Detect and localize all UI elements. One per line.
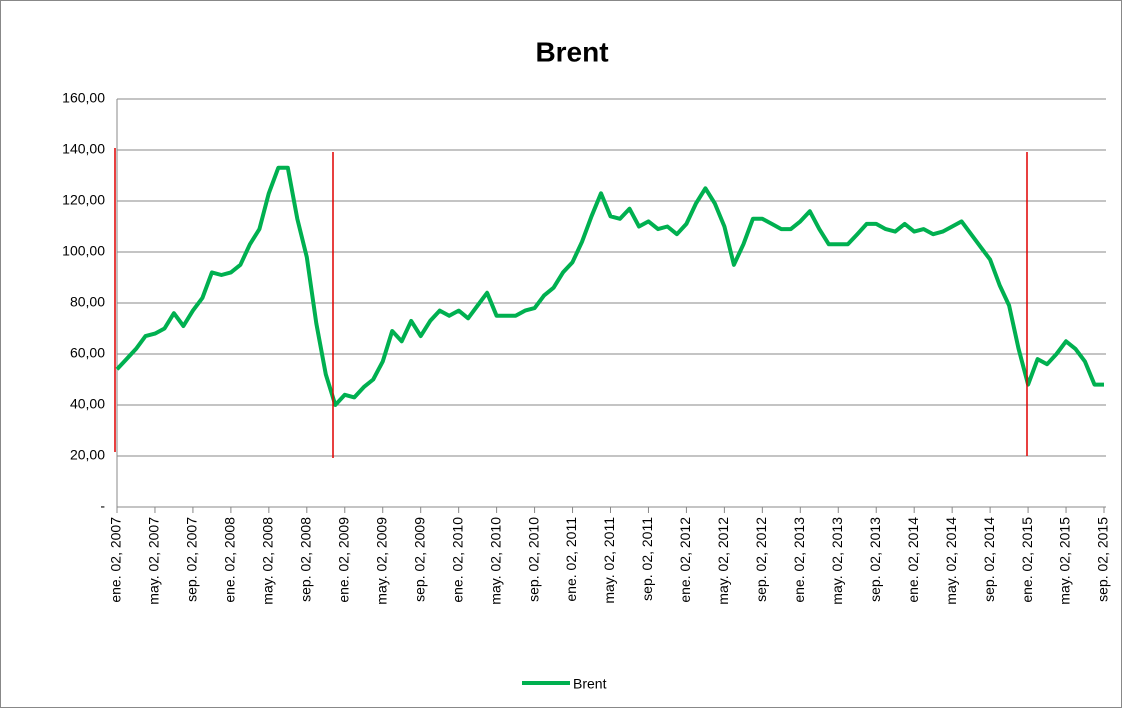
x-tick-label: ene. 02, 2009 (335, 517, 351, 603)
x-tick-label: sep. 02, 2008 (298, 517, 314, 602)
x-tick-label: may. 02, 2007 (146, 517, 162, 605)
y-tick-label: 40,00 (70, 396, 105, 412)
y-tick-label: 100,00 (62, 243, 105, 259)
x-tick-label: ene. 02, 2011 (563, 517, 579, 602)
y-tick-label: 140,00 (62, 141, 105, 157)
x-tick-label: ene. 02, 2014 (905, 517, 921, 603)
y-tick-label: 160,00 (62, 90, 105, 106)
y-tick-label: 20,00 (70, 447, 105, 463)
x-tick-label: ene. 02, 2008 (222, 517, 238, 603)
x-tick-label: ene. 02, 2015 (1019, 517, 1035, 603)
y-tick-label: 120,00 (62, 192, 105, 208)
x-tick-label: may. 02, 2013 (829, 517, 845, 605)
x-tick-label: may. 02, 2009 (373, 517, 389, 605)
y-tick-label: - (100, 498, 105, 514)
x-tick-label: may. 02, 2012 (715, 517, 731, 605)
x-tick-label: ene. 02, 2012 (677, 517, 693, 603)
x-tick-label: may. 02, 2008 (260, 517, 276, 605)
y-tick-label: 80,00 (70, 294, 105, 310)
x-tick-label: ene. 02, 2007 (108, 517, 124, 603)
y-tick-label: 60,00 (70, 345, 105, 361)
line (115, 165, 1104, 407)
x-tick-label: may. 02, 2015 (1057, 517, 1073, 605)
x-tick-label: may. 02, 2010 (487, 517, 503, 605)
legend-label: Brent (573, 676, 607, 692)
x-tick-label: sep. 02, 2014 (981, 517, 997, 602)
x-tick-label: may. 02, 2011 (601, 517, 617, 604)
chart-title: Brent (535, 36, 608, 67)
x-tick-label: sep. 02, 2012 (753, 517, 769, 602)
x-tick-label: may. 02, 2014 (943, 517, 959, 605)
x-tick-label: sep. 02, 2013 (867, 517, 883, 602)
x-tick-label: sep. 02, 2009 (411, 517, 427, 602)
x-tick-label: ene. 02, 2010 (449, 517, 465, 603)
x-tick-label: sep. 02, 2015 (1095, 517, 1111, 602)
x-tick-label: ene. 02, 2013 (791, 517, 807, 603)
x-tick-label: sep. 02, 2010 (525, 517, 541, 602)
x-tick-label: sep. 02, 2007 (184, 517, 200, 602)
x-tick-label: sep. 02, 2011 (639, 517, 655, 601)
